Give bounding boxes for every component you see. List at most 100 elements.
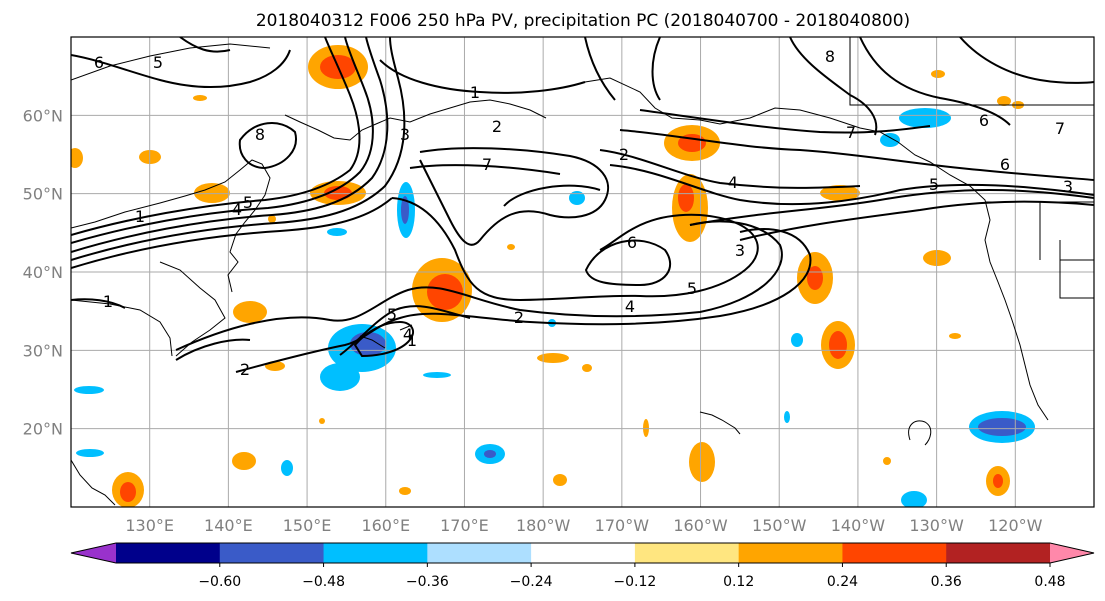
colorbar-segment	[427, 543, 532, 563]
contour-label: 6	[94, 53, 104, 72]
contour-label: 7	[1055, 119, 1065, 138]
longitude-label: 130°W	[909, 516, 964, 535]
latitude-label: 60°N	[23, 106, 63, 125]
pv-contour	[639, 109, 931, 134]
contour-label: 3	[735, 241, 745, 260]
colorbar-tick-label: 0.24	[827, 574, 858, 590]
pv-contour	[175, 220, 783, 351]
precip-patch	[71, 148, 83, 168]
contour-label: 6	[1000, 155, 1010, 174]
coastline-arctic	[71, 43, 271, 81]
coastlines	[71, 37, 1094, 506]
colorbar-tick-label: −0.12	[613, 574, 656, 590]
contour-label: 5	[387, 305, 397, 324]
precip-patch	[689, 442, 715, 482]
precip-patch	[427, 274, 463, 310]
precip-patch	[997, 96, 1011, 106]
contour-label: 5	[153, 53, 163, 72]
precip-patch	[931, 70, 945, 78]
contour-label: 2	[492, 117, 502, 136]
precip-patch	[484, 450, 496, 458]
pv-contour	[71, 37, 361, 236]
precip-patch	[327, 228, 347, 236]
colorbar-segment	[738, 543, 843, 563]
precip-patch	[319, 418, 325, 424]
contour-label: 2	[514, 308, 524, 327]
precip-patch	[324, 186, 352, 200]
colorbar-extend-low	[71, 543, 116, 563]
pv-contour	[71, 197, 393, 269]
pv-contour	[379, 59, 586, 94]
contour-label: 1	[407, 331, 417, 350]
pv-contour	[619, 129, 1094, 181]
colorbar-tick-label: −0.60	[198, 574, 241, 590]
longitude-label: 140°W	[831, 516, 886, 535]
pv-contour	[609, 164, 1094, 206]
longitude-label: 170°E	[440, 516, 489, 535]
precip-patch	[194, 183, 230, 203]
precip-patch	[678, 184, 694, 212]
pv-contour	[71, 49, 291, 89]
coastline-japan	[159, 261, 226, 357]
pv-contour	[238, 121, 297, 170]
pv-contour	[409, 164, 561, 175]
chart-title: 2018040312 F006 250 hPa PV, precipitatio…	[256, 11, 910, 31]
latitude-label: 20°N	[23, 420, 63, 439]
contour-label: 6	[979, 111, 989, 130]
pv-contour	[859, 37, 1011, 126]
pv-contour	[339, 305, 471, 356]
contour-label: 7	[846, 123, 856, 142]
precip-patch	[553, 474, 567, 486]
precip-patch	[232, 452, 256, 470]
contour-label: 4	[625, 297, 635, 316]
contour-label: 1	[103, 292, 113, 311]
colorbar-tick-label: 0.48	[1034, 574, 1065, 590]
pv-contour	[584, 37, 616, 101]
colorbar-tick-label: 0.36	[931, 574, 962, 590]
contour-label: 6	[627, 233, 637, 252]
latitude-label: 40°N	[23, 263, 63, 282]
precip-patch	[281, 460, 293, 476]
island-outline	[908, 420, 932, 446]
precip-patch	[820, 185, 860, 201]
contour-label: 7	[482, 155, 492, 174]
pv-contour	[71, 37, 374, 244]
precip-patch	[791, 333, 803, 347]
longitude-labels: 130°E 140°E 150°E 160°E 170°E 180°W 170°W 160°W…	[125, 516, 1042, 535]
contour-label: 4	[403, 325, 413, 344]
pv-contour	[235, 228, 812, 373]
precip-patch	[901, 491, 927, 507]
longitude-label: 170°W	[595, 516, 650, 535]
colorbar-segment	[842, 543, 947, 563]
precip-patch	[978, 418, 1026, 436]
pv-contour	[651, 37, 661, 101]
colorbar-segment	[323, 543, 428, 563]
precip-patch	[233, 301, 267, 323]
latitude-label: 30°N	[23, 341, 63, 360]
border-alaska-canada	[849, 37, 1094, 106]
coastline-hawaii	[699, 411, 741, 435]
coastline-asia	[71, 159, 271, 293]
precip-patch	[784, 411, 790, 423]
precip-patch	[76, 449, 104, 457]
precip-patch	[120, 482, 136, 502]
colorbar-tick-label: 0.12	[723, 574, 754, 590]
precip-patch	[643, 419, 649, 437]
coastline-north-america	[584, 77, 1049, 421]
precip-patch	[399, 487, 411, 495]
precip-patch	[993, 474, 1003, 488]
contour-label: 4	[728, 173, 738, 192]
contour-label: 4	[232, 200, 242, 219]
longitude-label: 150°W	[752, 516, 807, 535]
colorbar-tick-label: −0.24	[510, 574, 553, 590]
pv-contour	[584, 239, 671, 287]
coastline-siberia	[284, 99, 547, 141]
coastline-china	[71, 299, 173, 357]
precip-patch	[320, 363, 360, 391]
precip-patch	[829, 331, 847, 359]
pv-contour	[739, 200, 1094, 241]
contour-label: 3	[1063, 177, 1073, 196]
longitude-label: 120°W	[988, 516, 1043, 535]
